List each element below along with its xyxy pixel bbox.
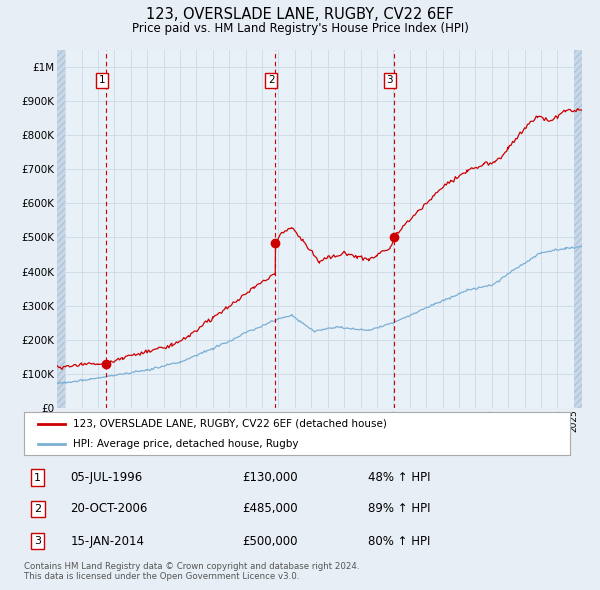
Text: 2: 2: [34, 504, 41, 514]
Text: £130,000: £130,000: [242, 471, 298, 484]
Text: HPI: Average price, detached house, Rugby: HPI: Average price, detached house, Rugb…: [73, 439, 299, 448]
Text: 123, OVERSLADE LANE, RUGBY, CV22 6EF: 123, OVERSLADE LANE, RUGBY, CV22 6EF: [146, 7, 454, 22]
Text: 15-JAN-2014: 15-JAN-2014: [70, 535, 145, 548]
Text: 89% ↑ HPI: 89% ↑ HPI: [368, 502, 430, 516]
Text: 2: 2: [268, 76, 274, 86]
Text: 1: 1: [99, 76, 106, 86]
Text: Price paid vs. HM Land Registry's House Price Index (HPI): Price paid vs. HM Land Registry's House …: [131, 22, 469, 35]
Text: 20-OCT-2006: 20-OCT-2006: [70, 502, 148, 516]
Text: £500,000: £500,000: [242, 535, 298, 548]
Text: 1: 1: [34, 473, 41, 483]
Text: 80% ↑ HPI: 80% ↑ HPI: [368, 535, 430, 548]
Text: 05-JUL-1996: 05-JUL-1996: [70, 471, 143, 484]
Text: Contains HM Land Registry data © Crown copyright and database right 2024.
This d: Contains HM Land Registry data © Crown c…: [24, 562, 359, 581]
Text: 48% ↑ HPI: 48% ↑ HPI: [368, 471, 430, 484]
Text: £485,000: £485,000: [242, 502, 298, 516]
Bar: [574, 50, 582, 408]
Text: 123, OVERSLADE LANE, RUGBY, CV22 6EF (detached house): 123, OVERSLADE LANE, RUGBY, CV22 6EF (de…: [73, 419, 387, 428]
Text: 3: 3: [34, 536, 41, 546]
Bar: [57, 50, 65, 408]
Text: 3: 3: [386, 76, 393, 86]
